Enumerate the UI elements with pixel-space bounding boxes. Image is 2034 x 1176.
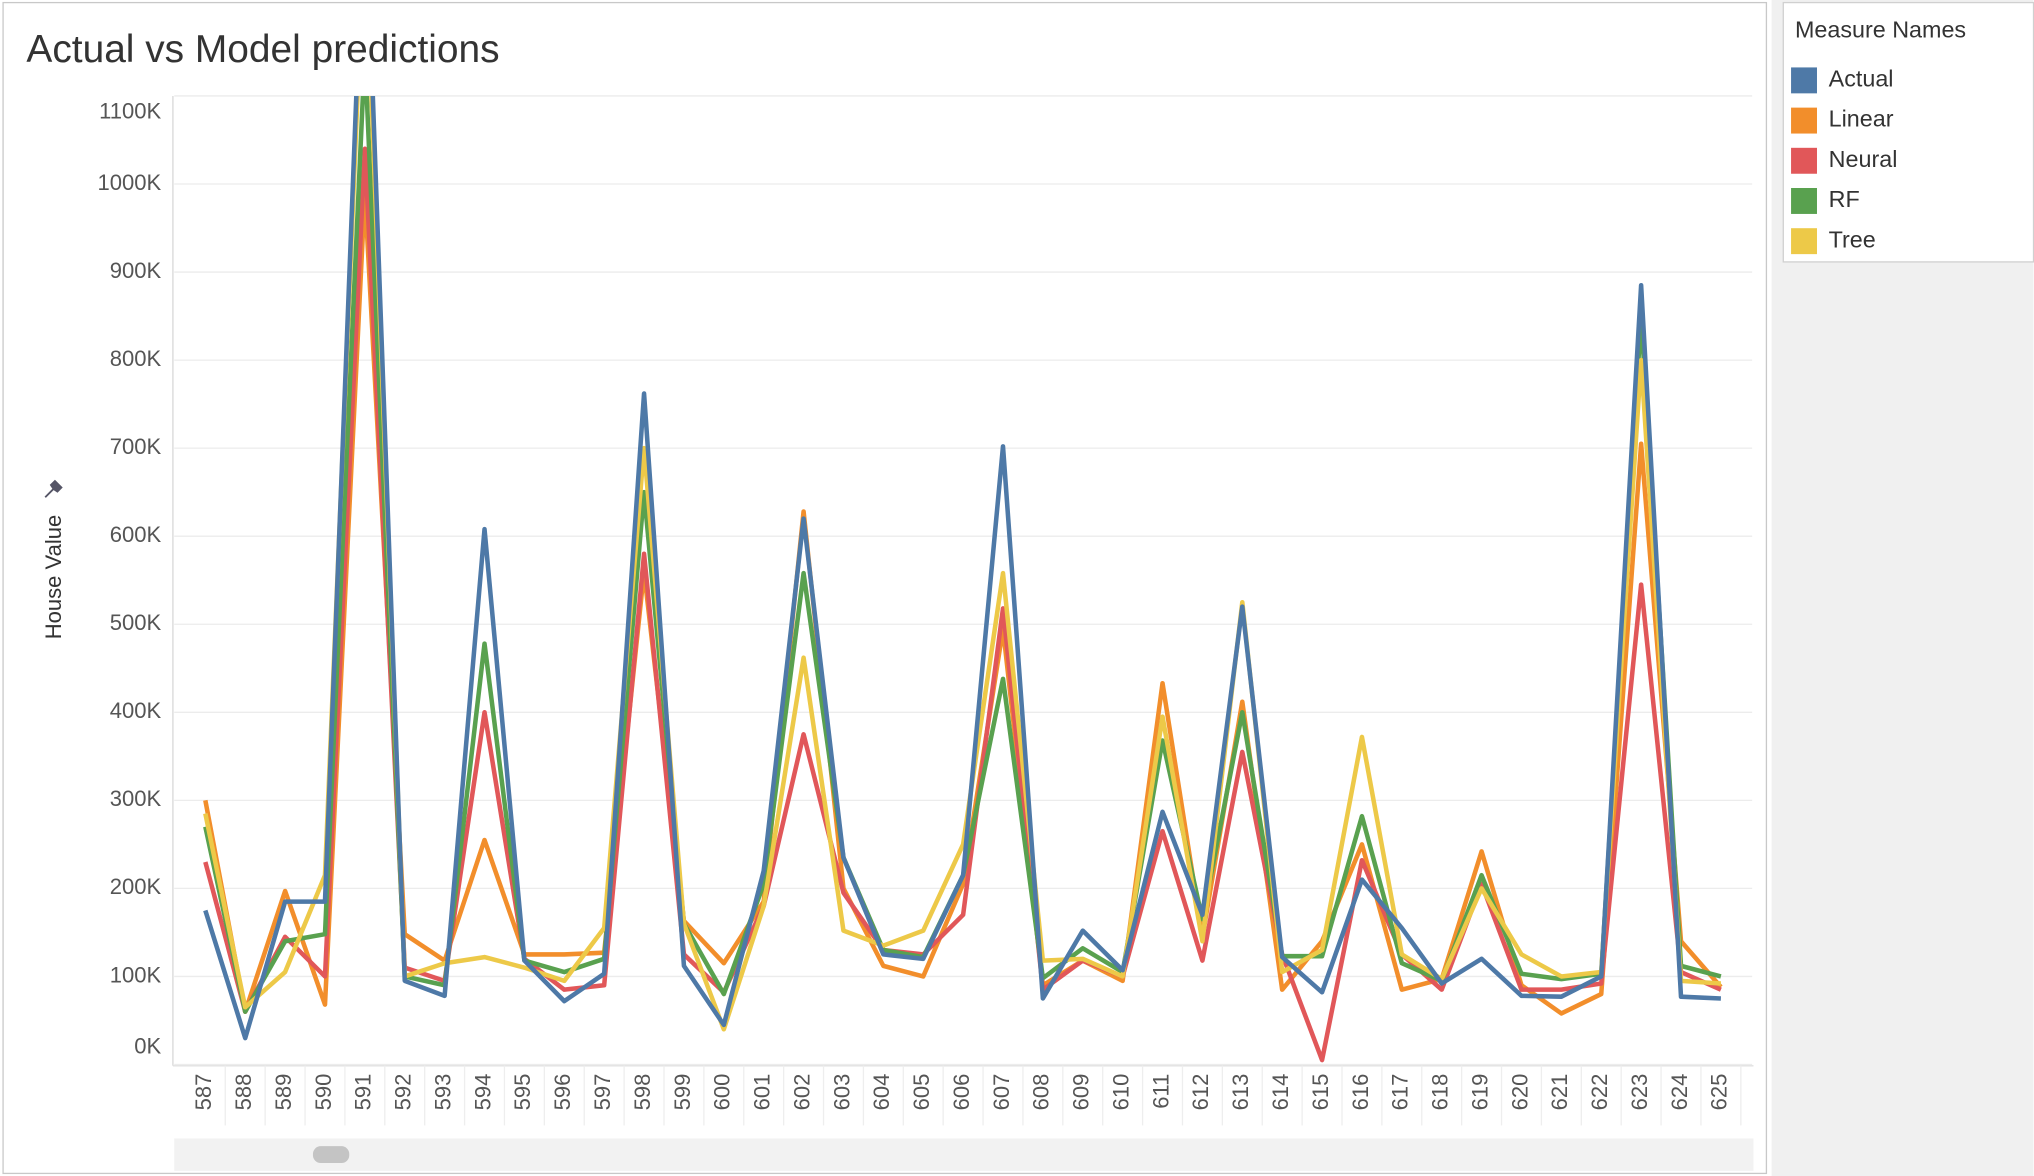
x-tick-label: 597	[590, 1074, 615, 1111]
legend-label: Linear	[1829, 106, 1894, 132]
x-tick-label: 623	[1627, 1074, 1652, 1111]
y-tick-label: 900K	[110, 258, 162, 283]
series-line	[203, 95, 1722, 1032]
grid	[174, 95, 1753, 1126]
x-tick-label: 601	[750, 1074, 775, 1111]
x-tick-label: 604	[869, 1074, 894, 1111]
x-tick-label: 609	[1069, 1074, 1094, 1111]
x-tick-label: 594	[470, 1074, 495, 1111]
x-tick-label: 595	[510, 1074, 535, 1111]
legend-swatch	[1791, 147, 1817, 174]
y-tick-label: 0K	[134, 1033, 161, 1058]
series-line	[203, 146, 1722, 1063]
x-tick-label: 617	[1388, 1074, 1413, 1111]
x-tick-label: 621	[1547, 1074, 1572, 1111]
legend-label: Tree	[1829, 226, 1876, 252]
y-tick-label: 100K	[110, 962, 162, 987]
x-tick-label: 602	[789, 1074, 814, 1111]
scrollbar[interactable]	[174, 1138, 1754, 1171]
scrollbar-thumb[interactable]	[312, 1146, 350, 1164]
x-tick-label: 596	[550, 1074, 575, 1111]
y-tick-label: 300K	[110, 786, 162, 811]
x-tick-label: 619	[1467, 1074, 1492, 1111]
y-tick-label: 200K	[110, 874, 162, 899]
y-tick-label: 800K	[110, 346, 162, 371]
x-tick-label: 610	[1108, 1074, 1133, 1111]
legend-swatch	[1791, 67, 1817, 94]
x-tick-label: 598	[630, 1074, 655, 1111]
plot	[203, 95, 1723, 1063]
x-tick-label: 593	[430, 1074, 455, 1111]
x-tick-label: 624	[1667, 1074, 1692, 1111]
legend-box	[1782, 1, 2034, 263]
x-tick-label: 587	[191, 1074, 216, 1111]
legend-swatch	[1791, 107, 1817, 134]
x-tick-label: 592	[391, 1074, 416, 1111]
pin-icon	[44, 479, 63, 498]
series-line	[203, 190, 1723, 1016]
legend-label: Neural	[1829, 146, 1898, 172]
x-tick-label: 625	[1707, 1074, 1732, 1111]
y-tick-label: 500K	[110, 610, 162, 635]
legend-title: Measure Names	[1795, 16, 1966, 42]
x-tick-label: 600	[710, 1074, 735, 1111]
x-tick-label: 590	[311, 1074, 336, 1111]
x-tick-label: 606	[949, 1074, 974, 1111]
legend-label: RF	[1829, 186, 1860, 212]
x-tick-label: 622	[1587, 1074, 1612, 1111]
x-tick-label: 620	[1507, 1074, 1532, 1111]
series-line	[203, 95, 1721, 1041]
x-tick-label: 616	[1348, 1074, 1373, 1111]
y-tick-label: 1000K	[98, 170, 162, 195]
x-tick-label: 588	[231, 1074, 256, 1111]
y-tick-label: 1100K	[99, 99, 161, 124]
legend-label: Actual	[1829, 66, 1894, 92]
x-tick-label: 611	[1148, 1074, 1173, 1109]
legend-swatch	[1791, 228, 1817, 255]
x-tick-label: 607	[989, 1074, 1014, 1111]
y-axis-label: House Value	[41, 515, 66, 640]
x-tick-label: 608	[1029, 1074, 1054, 1111]
chart-title: Actual vs Model predictions	[26, 28, 499, 71]
x-tick-label: 612	[1188, 1074, 1213, 1111]
x-tick-label: 614	[1268, 1074, 1293, 1111]
legend-swatch	[1791, 188, 1817, 214]
y-tick-label: 600K	[110, 522, 162, 547]
x-tick-label: 613	[1228, 1074, 1253, 1111]
x-tick-label: 603	[829, 1074, 854, 1111]
y-tick-label: 400K	[110, 698, 162, 723]
sheet-frame	[2, 1, 1768, 1175]
x-tick-label: 591	[351, 1074, 376, 1111]
y-tick-label: 700K	[110, 434, 162, 459]
x-tick-label: 599	[670, 1074, 695, 1111]
x-tick-label: 605	[909, 1074, 934, 1111]
x-tick-label: 615	[1308, 1074, 1333, 1111]
x-tick-label: 618	[1428, 1074, 1453, 1111]
x-tick-label: 589	[271, 1074, 296, 1111]
